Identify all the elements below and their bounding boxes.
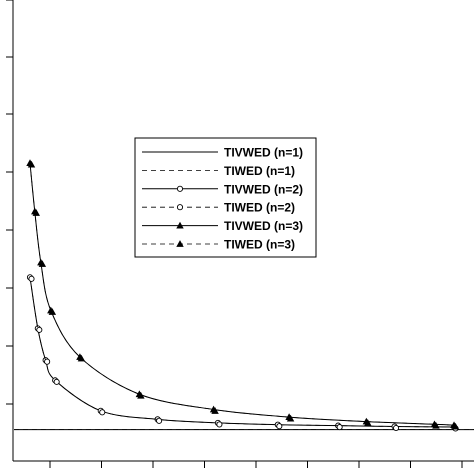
data-point	[216, 421, 223, 428]
series-line-3	[29, 277, 455, 428]
series-4	[28, 275, 459, 432]
legend-entry-4: TIWED (n=2)	[142, 201, 295, 215]
data-point	[44, 358, 51, 365]
data-point	[27, 160, 36, 168]
legend-entry-6: TIWED (n=3)	[142, 238, 295, 252]
legend-label: TIWED (n=1)	[224, 164, 295, 178]
legend-marker	[176, 240, 184, 247]
legend-label: TIWED (n=2)	[224, 201, 295, 215]
legend-entry-5: TIVWED (n=3)	[142, 219, 303, 233]
plot-area	[14, 159, 474, 432]
data-point	[53, 378, 60, 385]
series-line-4	[29, 277, 455, 428]
legend-label: TIWED (n=3)	[224, 238, 295, 252]
x-ticks	[49, 461, 463, 468]
legend-marker	[176, 221, 184, 229]
data-point	[156, 417, 163, 424]
data-point	[451, 422, 460, 430]
legend-entry-2: TIWED (n=1)	[142, 164, 295, 178]
data-point	[286, 414, 295, 422]
data-point	[99, 409, 106, 416]
series-line-6	[29, 163, 455, 426]
data-point	[364, 419, 372, 426]
legend: TIVWED (n=1) TIWED (n=1) TIVWED (n=2) TIWED…	[134, 137, 317, 258]
legend-label: TIVWED (n=2)	[224, 182, 303, 196]
data-point	[36, 326, 43, 333]
legend-label: TIVWED (n=1)	[224, 146, 303, 160]
data-point	[32, 209, 40, 216]
legend-entry-1: TIVWED (n=1)	[142, 146, 303, 160]
data-point	[211, 407, 219, 414]
series-3	[26, 274, 458, 431]
legend-marker	[176, 204, 184, 211]
data-point	[393, 424, 400, 432]
y-ticks	[6, 0, 13, 405]
data-point	[336, 424, 343, 431]
data-point	[276, 423, 283, 430]
data-point	[137, 391, 145, 399]
data-point	[48, 308, 57, 315]
data-point	[432, 421, 440, 429]
legend-box	[134, 137, 317, 258]
data-point	[77, 354, 86, 362]
data-point	[28, 275, 35, 282]
series-6	[27, 160, 460, 430]
data-point	[38, 260, 47, 267]
legend-marker	[176, 185, 184, 192]
axes	[6, 0, 474, 468]
legend-label: TIVWED (n=3)	[224, 219, 303, 233]
legend-entry-3: TIVWED (n=2)	[142, 182, 303, 196]
